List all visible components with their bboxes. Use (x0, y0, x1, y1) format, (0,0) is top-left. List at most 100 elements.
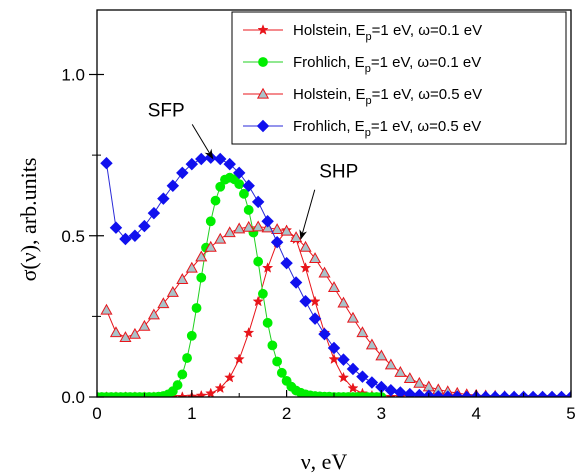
data-point (185, 261, 198, 273)
annotation-arrow (191, 124, 214, 160)
series-line-3 (105, 157, 571, 397)
data-point (498, 390, 511, 397)
data-point (205, 216, 216, 227)
data-point (185, 157, 199, 171)
data-point (346, 362, 360, 376)
data-point (318, 327, 331, 341)
data-point (413, 376, 426, 388)
data-point (196, 272, 207, 283)
data-point (253, 256, 264, 267)
data-point (328, 353, 340, 365)
data-point (384, 384, 398, 397)
data-point (299, 262, 312, 273)
data-point (403, 387, 417, 397)
data-point (177, 369, 188, 380)
data-point (441, 390, 454, 397)
data-point (346, 311, 360, 323)
x-axis-title: ν, eV (301, 449, 348, 474)
legend-entry-label: Frohlich, Ep=1 eV, ω=0.1 eV (293, 54, 481, 75)
data-point (272, 356, 283, 367)
data-point (176, 391, 188, 397)
data-point (128, 229, 142, 242)
data-point (147, 206, 161, 220)
x-tick-label: 1 (187, 404, 196, 423)
plot-area (97, 151, 571, 397)
series-line-0 (97, 229, 571, 397)
data-point (234, 179, 245, 190)
data-point (195, 389, 207, 397)
data-point (267, 340, 278, 351)
series-3 (100, 151, 571, 397)
annotation-sfp: SFP (148, 100, 185, 121)
data-point (337, 353, 350, 366)
legend-marker (258, 57, 268, 67)
x-tick-label: 3 (377, 404, 386, 423)
data-point (262, 317, 273, 328)
data-point (176, 166, 189, 180)
data-point (252, 220, 265, 232)
data-point (564, 390, 571, 397)
data-point (109, 326, 123, 338)
data-point (347, 382, 359, 394)
data-point (243, 205, 254, 215)
data-point (422, 380, 435, 392)
data-point (289, 276, 303, 289)
data-point (252, 295, 264, 307)
data-point (176, 273, 189, 284)
data-point (204, 240, 217, 252)
data-point (195, 152, 208, 166)
data-point (280, 256, 293, 270)
data-point (128, 327, 141, 339)
axes: 0 1 2 3 4 5 0.0 0.5 1.0 ν, eV σ(ν), arb.units (16, 9, 575, 474)
data-point (262, 262, 274, 273)
data-point (460, 390, 473, 397)
data-point (337, 296, 350, 308)
data-point (526, 390, 540, 397)
data-point (157, 297, 170, 309)
series-0 (97, 224, 571, 397)
annotation-shp: SHP (319, 162, 358, 183)
legend: Holstein, Ep=1 eV, ω=0.1 eV Frohlich, Ep=… (231, 11, 567, 145)
data-point (375, 349, 388, 361)
data-point (299, 294, 312, 308)
data-point (365, 338, 378, 350)
data-point (384, 358, 397, 370)
data-point (488, 390, 502, 397)
data-point (147, 308, 160, 320)
data-point (242, 179, 255, 192)
data-point (172, 380, 183, 390)
data-point (100, 303, 113, 315)
data-point (337, 371, 350, 383)
data-point (318, 266, 331, 278)
data-point (242, 220, 255, 232)
y-tick-label: 0.5 (61, 227, 85, 246)
x-tick-label: 2 (282, 404, 291, 423)
data-point (215, 181, 226, 192)
data-point (214, 232, 227, 244)
y-tick-label: 1.0 (61, 66, 85, 85)
data-point (308, 312, 322, 325)
data-point (327, 341, 341, 355)
data-point (119, 232, 132, 246)
data-point (299, 240, 312, 252)
data-point (224, 371, 236, 383)
data-point (308, 252, 322, 263)
data-point (432, 390, 445, 397)
data-point (309, 295, 321, 307)
data-point (157, 192, 170, 205)
legend-marker (256, 119, 270, 133)
data-point (195, 250, 208, 262)
data-point (204, 151, 217, 164)
data-point (191, 303, 202, 313)
data-point (232, 166, 246, 180)
annotation-arrow (299, 189, 316, 240)
legend-marker (257, 24, 269, 35)
data-point (356, 326, 369, 338)
data-point (451, 390, 464, 397)
data-point (270, 235, 284, 249)
data-point (261, 215, 274, 228)
x-tick-label: 4 (471, 404, 480, 423)
data-point (223, 157, 236, 171)
data-point (280, 224, 293, 236)
